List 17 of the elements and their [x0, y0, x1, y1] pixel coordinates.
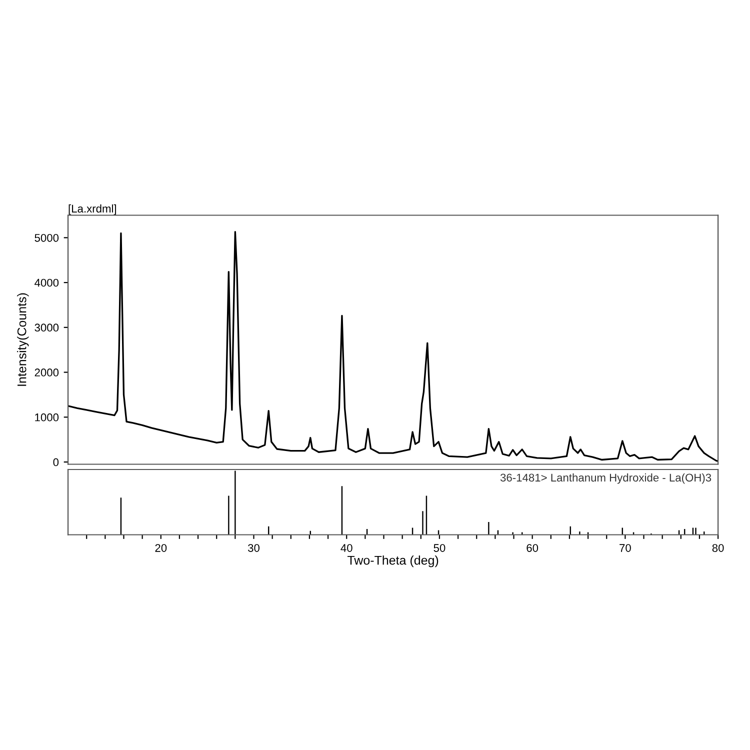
x-tick-label: 70 [620, 544, 631, 552]
y-tick-label: 0 [53, 458, 59, 466]
x-tick-label: 80 [712, 544, 724, 552]
chart-title: [La.xrdml] [68, 204, 116, 215]
x-tick-label: 40 [340, 544, 352, 552]
x-tick-label: 50 [434, 544, 446, 552]
y-tick-label: 2000 [34, 368, 59, 376]
y-tick-label: 5000 [34, 234, 59, 242]
y-tick-label: 4000 [34, 278, 59, 287]
y-tick-label: 1000 [35, 413, 59, 422]
y-tick-label: 3000 [34, 324, 59, 332]
x-tick-label: 20 [155, 544, 167, 552]
x-axis-title: Two-Theta (deg) [347, 556, 438, 568]
annotation: 36-1481> Lanthanum Hydroxide - La(OH)3 [500, 473, 712, 484]
x-tick-label: 30 [248, 544, 260, 552]
x-tick-label: 60 [526, 544, 538, 552]
y-axis-title: Intensity(Counts) [17, 293, 29, 386]
